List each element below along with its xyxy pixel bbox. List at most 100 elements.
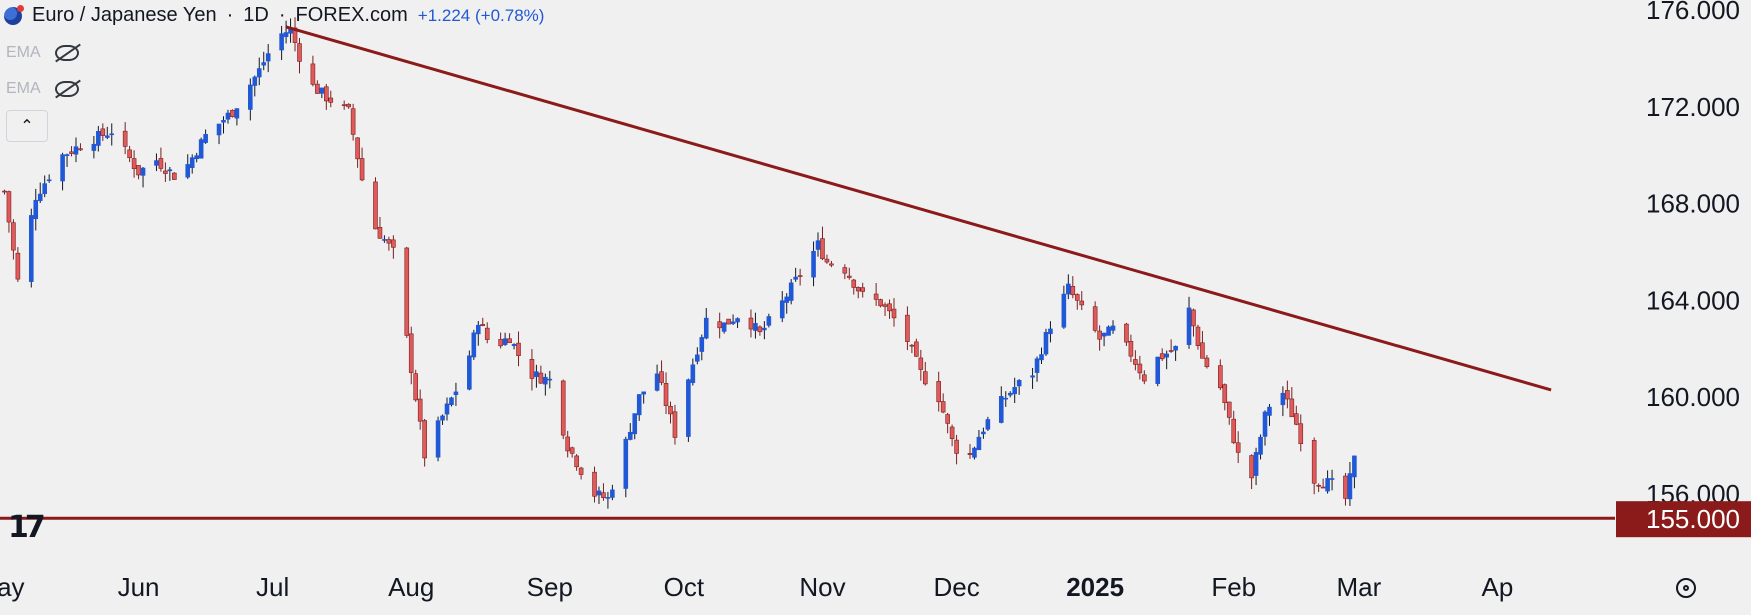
candle xyxy=(417,389,423,430)
candle xyxy=(1066,274,1071,300)
candle xyxy=(341,100,347,110)
candle xyxy=(203,129,208,144)
candle xyxy=(467,350,472,391)
chart-legend[interactable]: Euro / Japanese Yen · 1D · FOREX.com +1.… xyxy=(4,4,544,27)
candle xyxy=(811,241,816,287)
candle xyxy=(256,57,262,86)
candle xyxy=(632,413,638,440)
candle xyxy=(189,154,195,174)
candle xyxy=(265,44,271,73)
candle xyxy=(315,80,320,94)
candle xyxy=(484,322,490,344)
candle xyxy=(998,386,1004,424)
candle xyxy=(726,318,731,325)
candle xyxy=(891,298,897,327)
candle xyxy=(355,137,360,168)
candle xyxy=(1235,431,1241,464)
candle xyxy=(104,126,110,140)
candle xyxy=(261,51,267,71)
chart-settings-icon[interactable] xyxy=(1676,578,1696,598)
candle xyxy=(981,427,986,439)
candle xyxy=(1267,403,1272,426)
candle xyxy=(748,309,754,338)
candle xyxy=(829,260,834,268)
candle xyxy=(1289,386,1295,418)
candle xyxy=(918,349,924,381)
candle xyxy=(64,153,70,167)
candle xyxy=(627,423,633,441)
candle xyxy=(319,87,325,99)
candle xyxy=(292,17,298,52)
eye-hidden-icon[interactable] xyxy=(54,81,79,97)
candle xyxy=(1074,293,1080,310)
candle xyxy=(636,394,642,421)
indicator-ema-1[interactable]: EMA xyxy=(6,44,79,62)
candle xyxy=(1329,469,1335,491)
candle xyxy=(605,491,611,509)
candle xyxy=(453,382,459,406)
time-tick-label: 2025 xyxy=(1066,572,1124,602)
candle xyxy=(1016,379,1022,395)
candle xyxy=(1262,410,1268,446)
time-tick-label: Mar xyxy=(1336,572,1381,602)
time-tick-label: Feb xyxy=(1211,572,1256,602)
candle xyxy=(757,325,763,336)
candle xyxy=(717,312,722,339)
candle xyxy=(592,466,597,503)
candle xyxy=(328,90,334,108)
candle xyxy=(449,396,454,407)
candle xyxy=(547,370,553,389)
candle xyxy=(730,314,736,326)
candle xyxy=(1258,434,1263,460)
candle xyxy=(668,401,673,424)
candle xyxy=(1007,391,1013,398)
candle xyxy=(297,37,302,74)
tradingview-logo-icon[interactable]: 17 xyxy=(8,510,46,545)
candle xyxy=(404,246,410,339)
candle xyxy=(699,334,705,361)
candle xyxy=(1200,331,1205,359)
candle xyxy=(1030,368,1035,389)
candle xyxy=(1142,370,1147,385)
collapse-legend-button[interactable]: ⌃ xyxy=(6,110,48,142)
candle xyxy=(221,116,226,134)
eye-hidden-icon[interactable] xyxy=(54,45,79,61)
candle xyxy=(779,291,785,323)
candle xyxy=(475,320,481,346)
candle xyxy=(511,343,517,350)
chevron-up-icon: ⌃ xyxy=(20,118,34,135)
candle xyxy=(1039,347,1044,365)
candle xyxy=(78,143,83,152)
candle xyxy=(377,216,383,239)
candle xyxy=(440,414,445,425)
candle xyxy=(408,326,414,385)
candle xyxy=(324,83,329,110)
candle xyxy=(1003,391,1009,407)
indicator-label: EMA xyxy=(6,44,41,61)
candle xyxy=(686,378,691,442)
candle xyxy=(122,122,128,155)
candle xyxy=(167,166,173,181)
candle xyxy=(127,145,132,163)
candle xyxy=(1231,410,1237,445)
candle xyxy=(1294,405,1299,426)
candle xyxy=(386,236,392,251)
candle xyxy=(283,20,289,44)
candle xyxy=(33,188,39,231)
candle xyxy=(507,333,512,344)
price-tick-label: 168.000 xyxy=(1646,189,1740,219)
candle xyxy=(1204,354,1210,369)
indicator-ema-2[interactable]: EMA xyxy=(6,80,79,98)
candle xyxy=(905,306,910,351)
candle xyxy=(185,154,191,179)
candle xyxy=(91,135,97,159)
candle xyxy=(1092,301,1098,333)
candle xyxy=(1137,355,1143,380)
chart-lines xyxy=(0,25,1615,520)
descending-trendline[interactable] xyxy=(285,25,1552,392)
candle xyxy=(516,331,521,367)
candle xyxy=(672,404,678,445)
candle xyxy=(382,235,387,243)
candle xyxy=(1097,325,1102,351)
